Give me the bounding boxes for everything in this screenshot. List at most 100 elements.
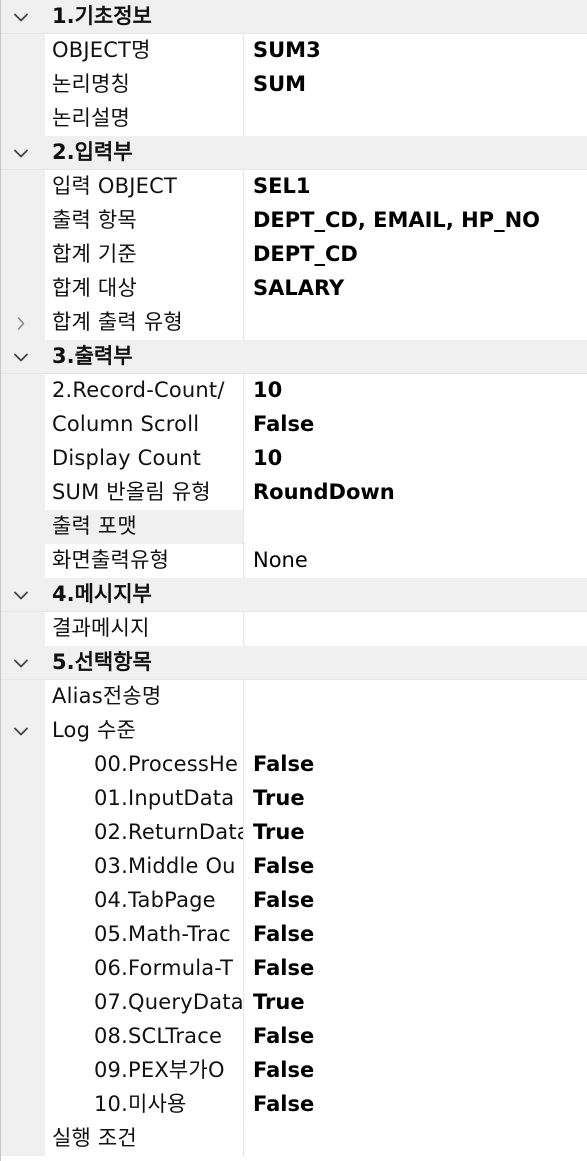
property-value-cell[interactable]: DEPT_CD (245, 238, 587, 272)
property-row[interactable]: 02.ReturnData True (1, 816, 587, 850)
property-value-cell[interactable]: SEL1 (245, 170, 587, 204)
property-row[interactable]: 10.미사용 False (1, 1088, 587, 1122)
property-value-cell[interactable] (245, 612, 587, 646)
property-name-cell[interactable]: Column Scroll (45, 408, 244, 442)
property-name-cell[interactable]: 실행 조건 (45, 1122, 244, 1156)
property-row[interactable]: 합계 대상 SALARY (1, 272, 587, 306)
property-value-cell[interactable] (245, 102, 587, 136)
property-value-cell[interactable]: SUM3 (245, 34, 587, 68)
property-value-cell[interactable] (245, 510, 587, 544)
property-value-cell[interactable]: False (245, 884, 587, 918)
property-name-cell[interactable]: 00.ProcessHe (45, 748, 244, 782)
property-name-cell[interactable]: 09.PEX부가O (45, 1054, 244, 1088)
property-row[interactable]: 출력 항목 DEPT_CD, EMAIL, HP_NO (1, 204, 587, 238)
chevron-down-icon[interactable] (9, 340, 33, 374)
property-value-cell[interactable]: 10 (245, 442, 587, 476)
property-value-cell[interactable]: None (245, 544, 587, 578)
property-row[interactable]: 논리명칭 SUM (1, 68, 587, 102)
property-name-cell[interactable]: 01.InputData (45, 782, 244, 816)
property-value-cell[interactable] (245, 1122, 587, 1156)
property-name-cell[interactable]: 논리설명 (45, 102, 244, 136)
property-row[interactable]: OBJECT명 SUM3 (1, 34, 587, 68)
property-row[interactable]: 08.SCLTrace False (1, 1020, 587, 1054)
property-value-cell[interactable] (245, 714, 587, 748)
category-row[interactable]: 4.메시지부 (1, 578, 587, 612)
property-value-cell[interactable]: False (245, 918, 587, 952)
property-name-cell[interactable]: 04.TabPage (45, 884, 244, 918)
property-name-cell[interactable]: 07.QueryData (45, 986, 244, 1020)
property-value-cell[interactable]: True (245, 816, 587, 850)
property-value-cell[interactable]: RoundDown (245, 476, 587, 510)
property-row[interactable]: 04.TabPage False (1, 884, 587, 918)
property-value-cell[interactable]: False (245, 408, 587, 442)
chevron-down-icon[interactable] (9, 136, 33, 170)
property-value-cell[interactable]: False (245, 1054, 587, 1088)
property-name-cell[interactable]: Display Count (45, 442, 244, 476)
property-value-cell[interactable]: DEPT_CD, EMAIL, HP_NO (245, 204, 587, 238)
property-name-cell[interactable]: 08.SCLTrace (45, 1020, 244, 1054)
property-name-cell[interactable]: 06.Formula-T (45, 952, 244, 986)
property-value-cell[interactable]: True (245, 986, 587, 1020)
category-row[interactable]: 2.입력부 (1, 136, 587, 170)
property-name-cell[interactable]: 결과메시지 (45, 612, 244, 646)
property-name-cell[interactable]: 논리명칭 (45, 68, 244, 102)
property-name-cell[interactable]: 입력 OBJECT (45, 170, 244, 204)
property-name: OBJECT명 (52, 38, 151, 62)
property-row[interactable]: Log 수준 (1, 714, 587, 748)
property-name-cell[interactable]: 출력 항목 (45, 204, 244, 238)
property-value-cell[interactable]: 10 (245, 374, 587, 408)
property-row[interactable]: 입력 OBJECT SEL1 (1, 170, 587, 204)
property-name-cell[interactable]: 2.Record-Count/ (45, 374, 244, 408)
property-row[interactable]: 출력 포맷 (1, 510, 587, 544)
property-name-cell[interactable]: 출력 포맷 (45, 510, 244, 544)
property-value-cell[interactable] (245, 680, 587, 714)
property-name-cell[interactable]: 05.Math-Trac (45, 918, 244, 952)
property-row[interactable]: 2.Record-Count/10 (1, 374, 587, 408)
property-name-cell[interactable]: 합계 출력 유형 (45, 306, 244, 340)
property-row[interactable]: 합계 기준 DEPT_CD (1, 238, 587, 272)
property-value-cell[interactable]: SUM (245, 68, 587, 102)
property-value-cell[interactable]: False (245, 1088, 587, 1122)
property-name-cell[interactable]: 02.ReturnData (45, 816, 244, 850)
property-row[interactable]: 논리설명 (1, 102, 587, 136)
property-row[interactable]: 01.InputData True (1, 782, 587, 816)
property-row[interactable]: 07.QueryData True (1, 986, 587, 1020)
category-row[interactable]: 1.기초정보 (1, 0, 587, 34)
chevron-down-icon[interactable] (9, 714, 33, 748)
property-row[interactable]: 03.Middle Ou False (1, 850, 587, 884)
category-row[interactable]: 5.선택항목 (1, 646, 587, 680)
property-row[interactable]: 실행 조건 (1, 1122, 587, 1156)
property-row[interactable]: 결과메시지 (1, 612, 587, 646)
property-row[interactable]: 00.ProcessHe False (1, 748, 587, 782)
category-row[interactable]: 3.출력부 (1, 340, 587, 374)
property-value-cell[interactable]: SALARY (245, 272, 587, 306)
chevron-down-icon[interactable] (9, 646, 33, 680)
property-row[interactable]: 09.PEX부가O False (1, 1054, 587, 1088)
property-row[interactable]: Alias전송명 (1, 680, 587, 714)
property-name-cell[interactable]: OBJECT명 (45, 34, 244, 68)
chevron-right-icon[interactable] (9, 306, 33, 340)
property-row[interactable]: Display Count 10 (1, 442, 587, 476)
property-name-cell[interactable]: 합계 대상 (45, 272, 244, 306)
property-row[interactable]: 06.Formula-T False (1, 952, 587, 986)
property-value-cell[interactable]: False (245, 1020, 587, 1054)
chevron-down-icon[interactable] (9, 578, 33, 612)
property-value-cell[interactable] (245, 306, 587, 340)
property-row[interactable]: 합계 출력 유형 (1, 306, 587, 340)
property-row[interactable]: 화면출력유형 None (1, 544, 587, 578)
property-value-cell[interactable]: False (245, 748, 587, 782)
property-name-cell[interactable]: 10.미사용 (45, 1088, 244, 1122)
property-row[interactable]: 05.Math-Trac False (1, 918, 587, 952)
property-value-cell[interactable]: False (245, 850, 587, 884)
property-value-cell[interactable]: True (245, 782, 587, 816)
property-name-cell[interactable]: SUM 반올림 유형 (45, 476, 244, 510)
property-name-cell[interactable]: Log 수준 (45, 714, 244, 748)
chevron-down-icon[interactable] (9, 0, 33, 34)
property-value-cell[interactable]: False (245, 952, 587, 986)
property-row[interactable]: SUM 반올림 유형 RoundDown (1, 476, 587, 510)
property-name-cell[interactable]: 03.Middle Ou (45, 850, 244, 884)
property-row[interactable]: Column Scroll False (1, 408, 587, 442)
property-name-cell[interactable]: 합계 기준 (45, 238, 244, 272)
property-name-cell[interactable]: Alias전송명 (45, 680, 244, 714)
property-name-cell[interactable]: 화면출력유형 (45, 544, 244, 578)
